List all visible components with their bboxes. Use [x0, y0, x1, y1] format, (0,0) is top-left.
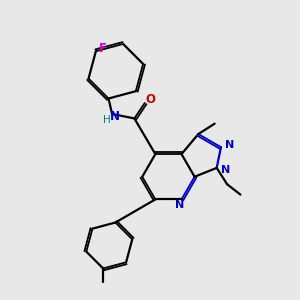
Text: F: F	[98, 42, 106, 56]
Text: N: N	[221, 165, 230, 175]
Text: O: O	[145, 93, 155, 106]
Text: N: N	[176, 200, 184, 210]
Text: N: N	[110, 110, 120, 123]
Text: N: N	[225, 140, 234, 150]
Text: H: H	[103, 115, 111, 125]
